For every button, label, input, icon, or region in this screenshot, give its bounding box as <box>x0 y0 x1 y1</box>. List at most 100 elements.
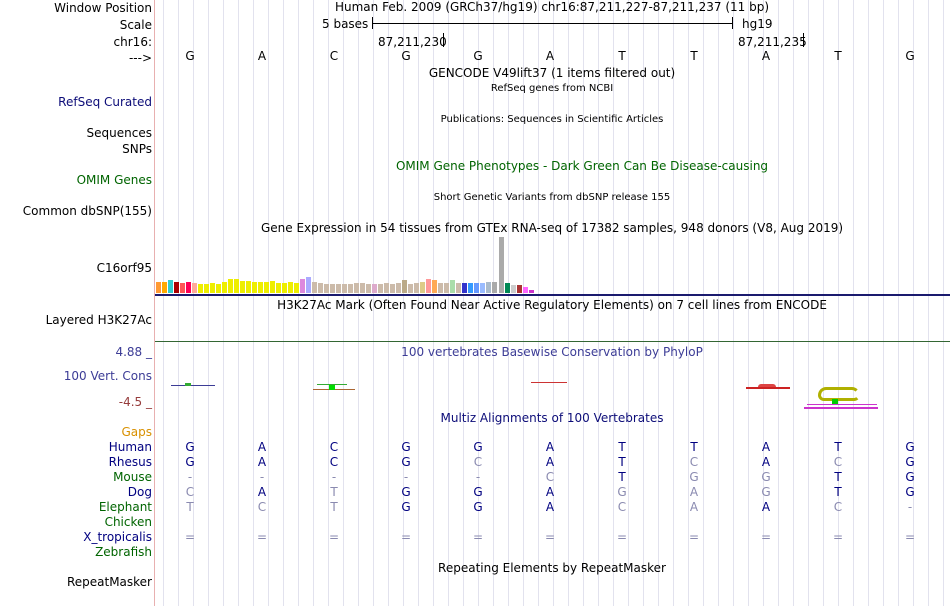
gtex-bar <box>156 282 161 293</box>
ruler-base: C <box>329 49 339 63</box>
gtex-track-title[interactable]: Gene Expression in 54 tissues from GTEx … <box>260 221 844 235</box>
scale-bar-right-tick <box>732 17 733 29</box>
repeatmasker-track-label[interactable]: RepeatMasker <box>66 575 152 589</box>
sequences-track-label[interactable]: Sequences <box>86 126 152 140</box>
alignment-base: A <box>689 500 699 514</box>
multiz-track-title[interactable]: Multiz Alignments of 100 Vertebrates <box>440 411 664 425</box>
guide-line <box>463 0 464 606</box>
ruler-base: A <box>257 49 267 63</box>
species-label-x-tropicalis: X_tropicalis <box>83 530 152 544</box>
gtex-bar <box>354 283 359 293</box>
gtex-bar <box>198 284 203 293</box>
guide-line <box>598 0 599 606</box>
guide-line <box>913 0 914 606</box>
gtex-bar <box>474 283 479 293</box>
alignment-base: C <box>329 440 339 454</box>
gtex-bar <box>384 283 389 293</box>
guide-line <box>658 0 659 606</box>
gtex-bar <box>324 284 329 293</box>
chrom-label: chr16: <box>113 35 152 49</box>
ruler-base: G <box>185 49 195 63</box>
omim-track-label[interactable]: OMIM Genes <box>76 173 152 187</box>
guide-line <box>298 0 299 606</box>
alignment-base: G <box>401 485 411 499</box>
gtex-bar <box>529 290 534 293</box>
alignment-base: T <box>330 500 338 514</box>
gtex-bar <box>396 283 401 293</box>
guide-line <box>763 0 764 606</box>
cons-mark <box>317 384 347 385</box>
gtex-bar <box>390 284 395 293</box>
publications-track-title[interactable]: Publications: Sequences in Scientific Ar… <box>440 114 664 125</box>
guide-line <box>538 0 539 606</box>
h3k27ac-track-label[interactable]: Layered H3K27Ac <box>45 313 152 327</box>
gtex-bar <box>462 283 467 293</box>
ruler-base: A <box>545 49 555 63</box>
alignment-base: G <box>905 455 915 469</box>
scale-label: Scale <box>119 18 152 32</box>
guide-line <box>643 0 644 606</box>
gtex-bar-max <box>499 237 504 293</box>
alignment-base: = <box>544 530 556 544</box>
guide-line <box>868 0 869 606</box>
guide-line <box>808 0 809 606</box>
dbsnp-track-label[interactable]: Common dbSNP(155) <box>22 204 152 218</box>
gtex-bar <box>258 282 263 293</box>
gtex-bar <box>456 283 461 293</box>
guide-line <box>193 0 194 606</box>
gtex-bar <box>511 285 516 293</box>
guide-line <box>238 0 239 606</box>
species-label-human: Human <box>108 440 152 454</box>
alignment-base: G <box>905 485 915 499</box>
gtex-bar <box>270 281 275 293</box>
gencode-track-title[interactable]: GENCODE V49lift37 (1 items filtered out) <box>428 66 676 80</box>
snps-track-label[interactable]: SNPs <box>122 142 152 156</box>
guide-line <box>613 0 614 606</box>
cons-track-label[interactable]: 100 Vert. Cons <box>63 369 152 383</box>
guide-line <box>418 0 419 606</box>
repeatmasker-track-title[interactable]: Repeating Elements by RepeatMasker <box>438 561 666 575</box>
alignment-base: C <box>545 470 555 484</box>
species-label-rhesus: Rhesus <box>108 455 152 469</box>
alignment-base: T <box>834 440 842 454</box>
gtex-bar <box>523 287 528 293</box>
alignment-base: - <box>331 470 337 484</box>
gtex-bar <box>168 280 173 293</box>
gtex-gene-label[interactable]: C16orf95 <box>96 261 152 275</box>
omim-track-title[interactable]: OMIM Gene Phenotypes - Dark Green Can Be… <box>395 159 769 173</box>
alignment-base: T <box>834 485 842 499</box>
alignment-base: - <box>907 500 913 514</box>
guide-line <box>898 0 899 606</box>
cons-mark <box>531 382 567 383</box>
phylop-track-title[interactable]: 100 vertebrates Basewise Conservation by… <box>401 345 703 359</box>
gtex-bar <box>180 283 185 293</box>
track-panel[interactable]: Human Feb. 2009 (GRCh37/hg19) chr16:87,2… <box>155 0 950 606</box>
coord-tick-a <box>443 33 444 47</box>
alignment-base: = <box>184 530 196 544</box>
alignment-base: A <box>257 455 267 469</box>
guide-line <box>448 0 449 606</box>
guide-line <box>403 0 404 606</box>
guide-line <box>838 0 839 606</box>
dbsnp-track-title[interactable]: Short Genetic Variants from dbSNP releas… <box>433 192 671 203</box>
guide-line <box>223 0 224 606</box>
alignment-base: T <box>834 470 842 484</box>
refseq-track-label[interactable]: RefSeq Curated <box>58 95 152 109</box>
alignment-base: C <box>473 455 483 469</box>
refseq-track-title[interactable]: RefSeq genes from NCBI <box>490 83 614 94</box>
gtex-bar <box>378 284 383 293</box>
gtex-bar <box>210 283 215 293</box>
scale-bar-label: 5 bases <box>322 17 369 31</box>
h3k27ac-track-baseline <box>155 341 950 342</box>
h3k27ac-track-title[interactable]: H3K27Ac Mark (Often Found Near Active Re… <box>277 298 827 312</box>
cons-mark <box>185 383 191 386</box>
gtex-bar <box>342 284 347 293</box>
gtex-bar <box>336 284 341 293</box>
guide-line <box>313 0 314 606</box>
cons-mark <box>758 384 776 387</box>
alignment-base: A <box>545 500 555 514</box>
window-position-label: Window Position <box>54 1 152 15</box>
guide-line <box>568 0 569 606</box>
alignment-base: G <box>473 440 483 454</box>
gtex-bar <box>312 282 317 293</box>
